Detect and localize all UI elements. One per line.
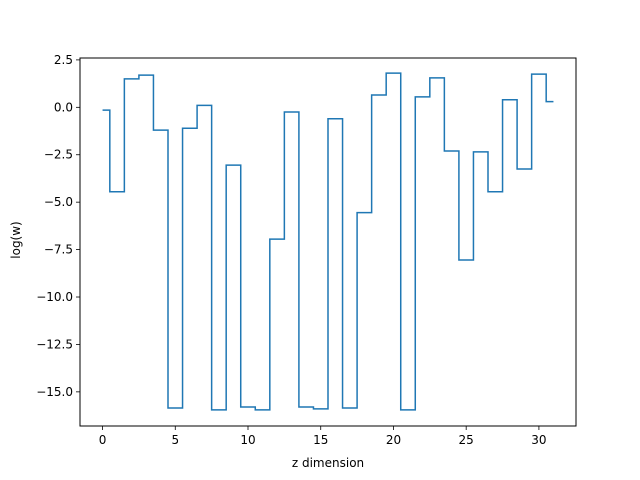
plot-frame — [79, 57, 577, 427]
y-tick-label: 0.0 — [54, 100, 73, 114]
y-tick-label: −15.0 — [36, 385, 73, 399]
x-tick-label: 0 — [99, 433, 107, 447]
plot-area — [102, 72, 554, 411]
x-tick-label: 30 — [531, 433, 546, 447]
y-tick-label: −7.5 — [44, 243, 73, 257]
x-tick-label: 20 — [386, 433, 401, 447]
y-tick-label: −10.0 — [36, 290, 73, 304]
y-tick-label: −12.5 — [36, 337, 73, 351]
x-axis-label: z dimension — [292, 456, 364, 470]
series-step-line-0 — [102, 72, 554, 411]
y-tick-label: −5.0 — [44, 195, 73, 209]
y-axis-label: log(w) — [9, 221, 23, 258]
y-axis-ticks: 2.5 0.0 −2.5 −5.0 −7.5 −10.0 −12.5 −15.0 — [36, 53, 80, 399]
y-tick-label: −2.5 — [44, 148, 73, 162]
x-tick-label: 10 — [240, 433, 255, 447]
x-tick-label: 5 — [171, 433, 179, 447]
x-tick-label: 25 — [459, 433, 474, 447]
y-tick-label: 2.5 — [54, 53, 73, 67]
x-axis-ticks: 0 5 10 15 20 25 30 — [99, 426, 547, 447]
x-tick-label: 15 — [313, 433, 328, 447]
